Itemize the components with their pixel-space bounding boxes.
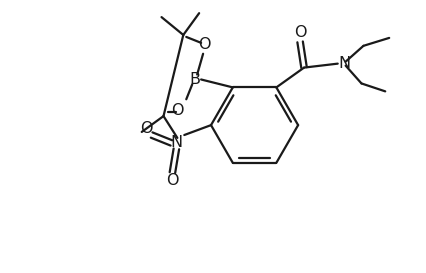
Text: O: O xyxy=(294,25,306,40)
Text: O: O xyxy=(166,173,178,188)
Text: O: O xyxy=(198,37,210,52)
Text: O: O xyxy=(171,103,184,118)
Text: B: B xyxy=(190,72,201,87)
Text: N: N xyxy=(170,135,182,150)
Text: N: N xyxy=(339,56,351,71)
Text: O: O xyxy=(141,121,153,136)
